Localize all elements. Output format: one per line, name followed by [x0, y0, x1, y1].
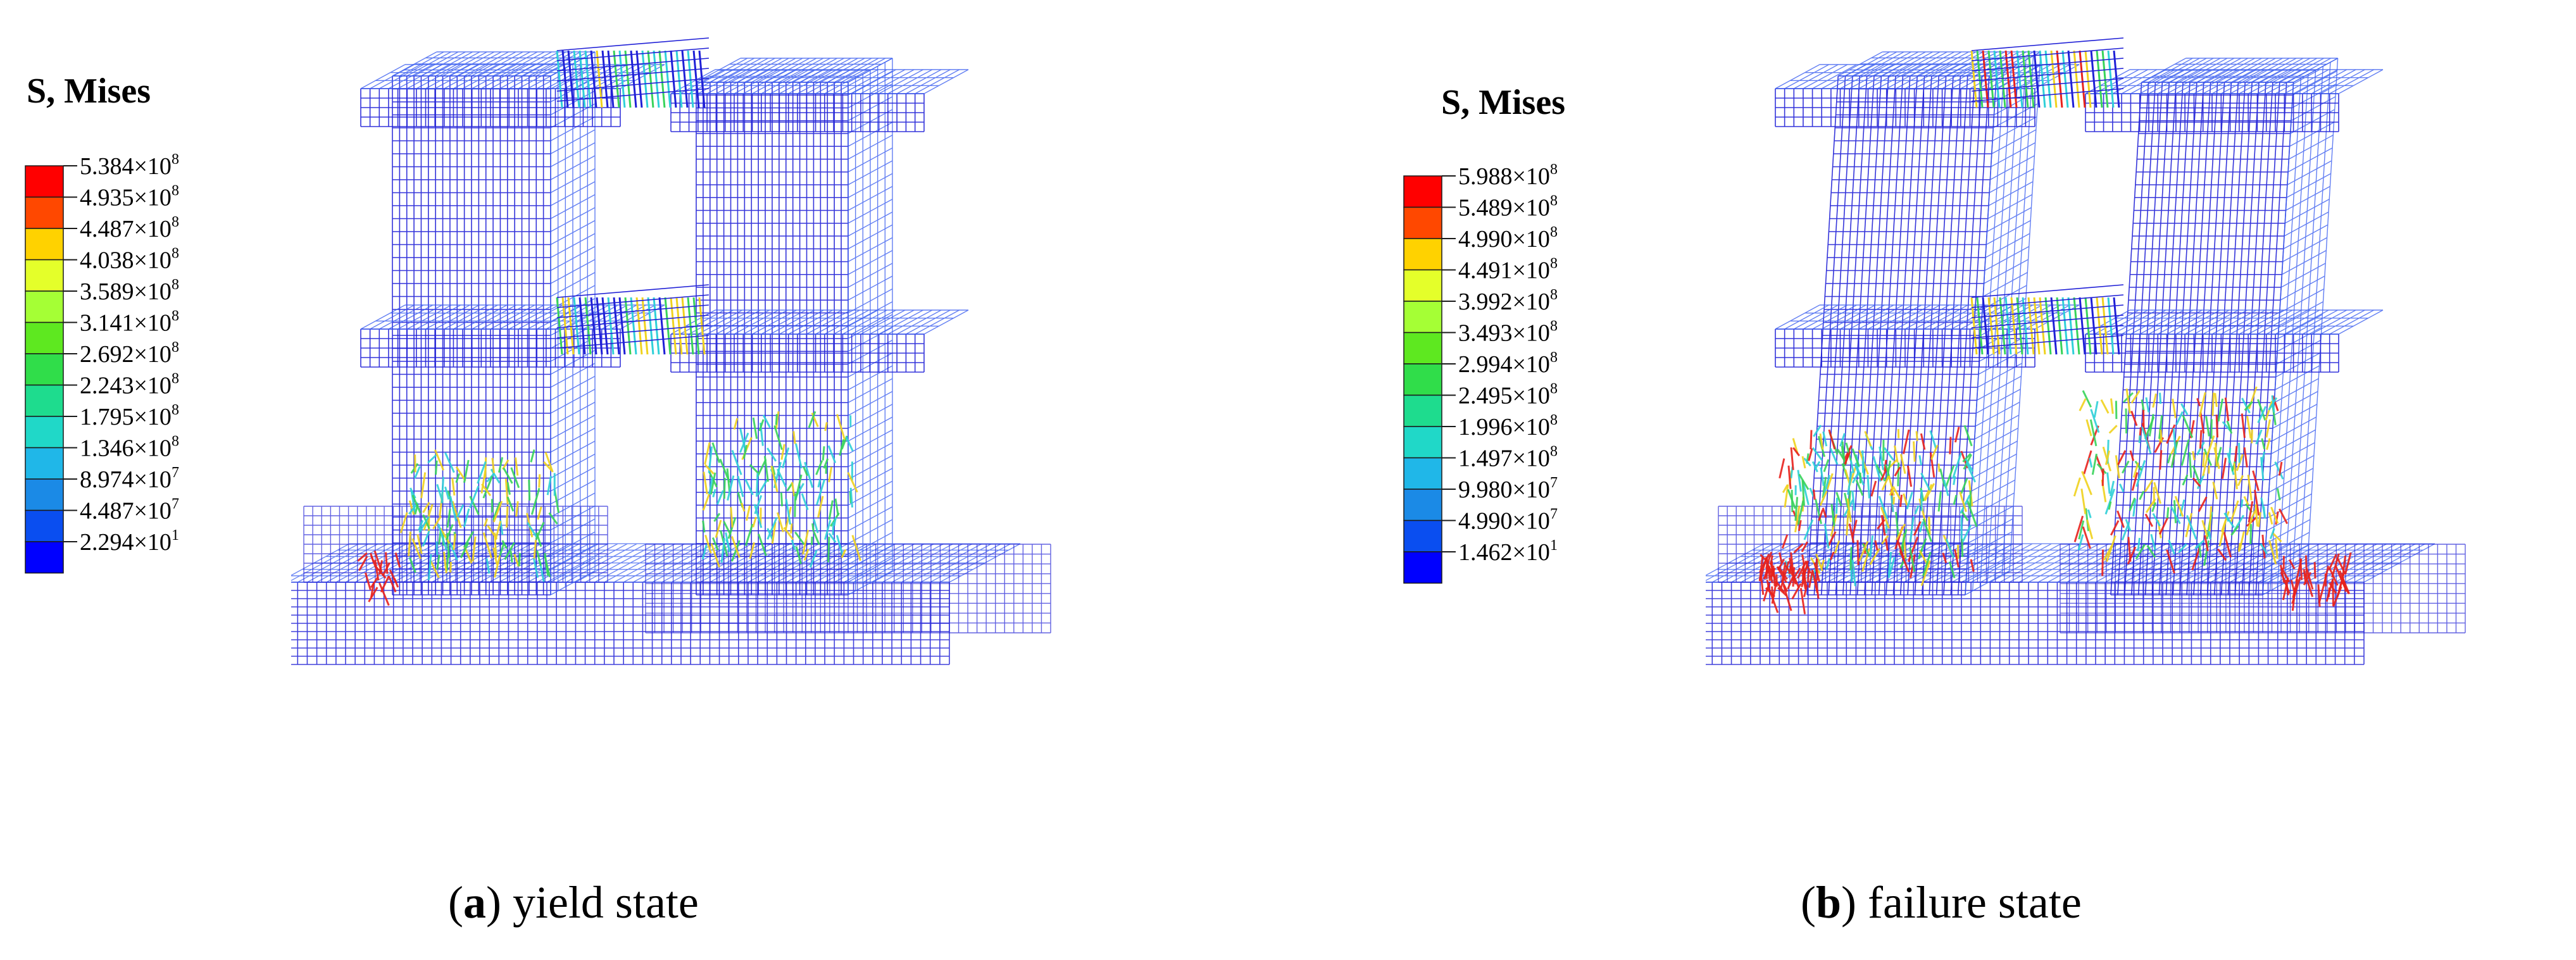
coupling-beam — [1970, 37, 2124, 108]
stress-concentration — [357, 550, 401, 606]
legend-label: 5.489×108 — [1458, 193, 1558, 221]
legend-swatch — [1403, 332, 1442, 365]
panel-failure-state: S, Mises 5.988×108 5.489×108 4.990×108 4.49… — [1288, 0, 2576, 960]
stress-concentration — [701, 411, 861, 568]
panel-yield-state: S, Mises 5.384×108 4.935×108 4.487×108 4.03… — [25, 37, 1051, 928]
legend-label: 8.974×107 — [80, 464, 179, 493]
stress-concentration — [2279, 552, 2352, 611]
caption-text: failure state — [1868, 877, 2082, 928]
caption: (a) yield state — [448, 877, 699, 928]
legend-label: 1.996×108 — [1458, 412, 1558, 440]
caption-letter: b — [1815, 877, 1842, 928]
legend-label: 4.487×107 — [80, 496, 179, 525]
legend-title: S, Mises — [27, 72, 151, 111]
legend-swatch — [25, 321, 64, 354]
legend-label: 3.141×108 — [80, 308, 179, 337]
legend-swatch — [25, 416, 64, 449]
legend-swatch — [1403, 269, 1442, 302]
legend-swatch — [25, 478, 64, 511]
caption-text: yield state — [512, 877, 699, 928]
legend-label: 5.384×108 — [80, 151, 179, 180]
fe-model-failure — [1706, 37, 2466, 665]
legend-label: 2.294×101 — [80, 527, 179, 556]
legend-swatch — [25, 196, 64, 229]
legend-swatch — [1403, 394, 1442, 427]
legend-swatch — [1403, 426, 1442, 459]
legend-label: 1.346×108 — [80, 433, 179, 462]
legend-label: 4.487×108 — [80, 214, 179, 242]
legend-swatch — [1403, 238, 1442, 271]
caption: (b) failure state — [1801, 877, 2082, 928]
legend-label: 1.795×108 — [80, 402, 179, 430]
legend-label: 4.990×108 — [1458, 224, 1558, 252]
legend-swatch — [1403, 363, 1442, 396]
legend-swatch — [1403, 551, 1442, 584]
legend-label: 2.495×108 — [1458, 381, 1558, 409]
legend-swatch — [1403, 520, 1442, 552]
legend-label: 4.491×108 — [1458, 256, 1558, 284]
mesh — [291, 37, 1051, 665]
legend-label: 3.992×108 — [1458, 287, 1558, 315]
stress-concentration — [2073, 386, 2289, 577]
coupling-beam — [1970, 284, 2124, 355]
stress-legend: 5.988×108 5.489×108 4.990×108 4.491×108 3.99… — [1403, 161, 1558, 584]
stress-legend: 5.384×108 4.935×108 4.487×108 4.038×108 3.58… — [25, 151, 179, 574]
legend-label: 3.493×108 — [1458, 318, 1558, 347]
legend-label: 4.935×108 — [80, 183, 179, 211]
stress-concentration — [1758, 551, 1820, 614]
fe-model-yield — [291, 37, 1051, 665]
legend-label: 1.497×108 — [1458, 444, 1558, 472]
legend-label: 2.243×108 — [80, 371, 179, 399]
legend-swatch — [25, 259, 64, 292]
legend-swatch — [1403, 175, 1442, 208]
legend-label: 2.692×108 — [80, 339, 179, 368]
legend-swatch — [25, 353, 64, 386]
legend-swatch — [25, 165, 64, 198]
legend-swatch — [25, 290, 64, 323]
legend-swatch — [1403, 301, 1442, 334]
legend-swatch — [25, 447, 64, 480]
mesh — [1706, 37, 2466, 665]
legend-label: 4.990×107 — [1458, 506, 1558, 535]
legend-swatch — [25, 228, 64, 261]
legend-swatch — [25, 509, 64, 542]
coupling-beam — [556, 284, 710, 355]
legend-label: 2.994×108 — [1458, 349, 1558, 378]
caption-letter: a — [463, 877, 486, 928]
legend-label: 3.589×108 — [80, 277, 179, 305]
legend-swatch — [1403, 206, 1442, 239]
legend-swatch — [1403, 489, 1442, 521]
coupling-beam — [556, 37, 710, 108]
legend-swatch — [1403, 457, 1442, 490]
legend-label: 1.462×101 — [1458, 537, 1558, 566]
legend-label: 4.038×108 — [80, 246, 179, 274]
legend-swatch — [25, 384, 64, 417]
legend-label: 9.980×107 — [1458, 475, 1558, 503]
legend-title: S, Mises — [1441, 83, 1565, 122]
legend-label: 5.988×108 — [1458, 161, 1558, 190]
stress-concentration — [1779, 425, 1978, 587]
stress-concentration — [399, 449, 560, 582]
legend-swatch — [25, 541, 64, 574]
